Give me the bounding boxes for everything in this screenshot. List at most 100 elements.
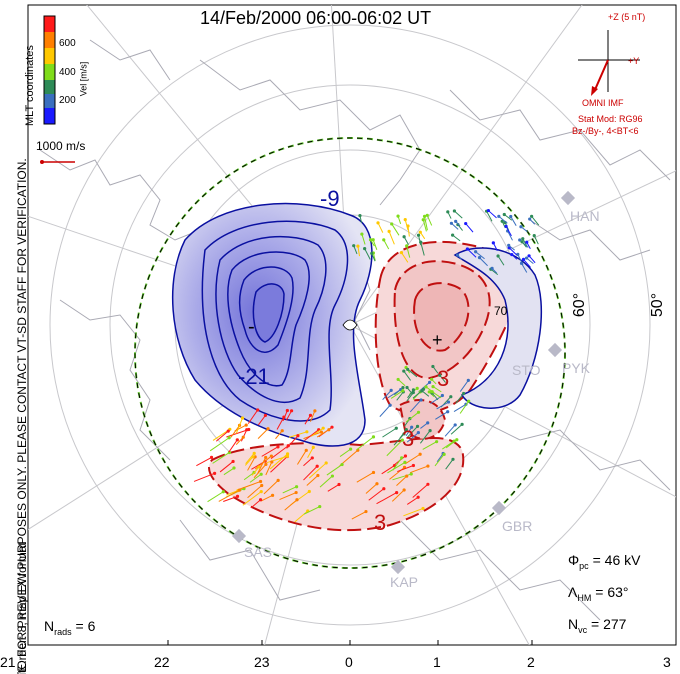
vector-origin (496, 254, 500, 258)
vector-origin (349, 447, 353, 451)
velocity-vector (407, 225, 410, 237)
mlt-axis-ticks (27, 640, 677, 645)
vector-origin (490, 266, 494, 270)
mlt-tick-23: 23 (254, 654, 270, 670)
vector-origin (418, 230, 422, 234)
vector-origin (415, 386, 419, 390)
vector-origin (270, 493, 275, 497)
vector-origin (358, 214, 362, 218)
velocity-vector (361, 233, 366, 245)
vector-origin (516, 252, 520, 256)
vector-origin (435, 440, 439, 444)
velocity-vector (508, 247, 518, 256)
vector-origin (426, 464, 430, 468)
vector-origin (428, 429, 432, 433)
vector-origin (453, 423, 457, 427)
velocity-vector (424, 216, 428, 231)
velocity-vector (510, 216, 517, 226)
min-marker: - (248, 316, 255, 338)
vector-origin (527, 254, 531, 258)
vector-origin (259, 472, 263, 476)
vector-origin (226, 429, 230, 433)
vector-origin (460, 422, 464, 426)
vector-origin (403, 454, 408, 458)
vector-origin (396, 377, 400, 382)
velocity-vector (505, 226, 512, 237)
stat-condition: Bz-/By-, 4<BT<6 (572, 126, 639, 136)
velocity-vector (309, 410, 316, 422)
n-vc-value: 277 (603, 616, 627, 632)
contour-label-neg9: -9 (320, 186, 340, 211)
velocity-vector (294, 510, 309, 523)
vector-origin (509, 214, 513, 219)
velocity-vector (364, 248, 371, 260)
n-vc-stat: Nvc = 277 (568, 616, 627, 635)
velocity-vector (365, 483, 378, 494)
vector-scale-label: 1000 m/s (36, 139, 86, 153)
vector-origin (405, 385, 409, 390)
velocity-vector (475, 251, 485, 260)
velocity-vector (235, 417, 243, 434)
vector-origin (294, 485, 299, 489)
n-rads-stat: Nrads = 6 (44, 618, 96, 637)
velocity-vector (253, 464, 267, 479)
velocity-vector (403, 370, 412, 381)
vector-origin (376, 221, 380, 225)
vector-origin (474, 250, 478, 254)
velocity-vector (465, 223, 474, 233)
velocity-vector (497, 255, 505, 266)
vector-origin (285, 454, 289, 458)
velocity-vector (303, 506, 320, 515)
velocity-vector (251, 466, 260, 476)
vector-origin (318, 504, 322, 509)
velocity-vector (212, 452, 230, 464)
velocity-vector (307, 447, 314, 459)
velocity-vector (269, 453, 288, 470)
vector-origin (260, 483, 264, 488)
station-markers (231, 190, 576, 575)
velocity-vector (391, 223, 400, 236)
vector-origin (304, 448, 308, 452)
velocity-vector (218, 489, 240, 502)
velocity-vector (228, 439, 238, 453)
velocity-vector (193, 472, 215, 482)
velocity-vector (396, 475, 408, 487)
velocity-vector (243, 472, 255, 481)
vector-origin (382, 487, 386, 491)
fit-order-label: FitOrder: 8, mapEX format (15, 542, 29, 674)
velocity-vector (261, 446, 279, 457)
vector-origin (401, 389, 405, 393)
velocity-vector (351, 511, 367, 520)
lambda-hm-stat: ΛHM = 63° (568, 584, 629, 603)
mlt-tick-1: 1 (433, 654, 441, 670)
velocity-vector (418, 381, 430, 393)
velocity-vector (279, 492, 297, 501)
vector-origin (416, 431, 420, 435)
vector-origin (375, 482, 379, 486)
colorbar-title: Vel [m/s] (78, 61, 89, 97)
vector-origin (419, 398, 423, 402)
contour-label-neg21: -21 (238, 364, 270, 389)
vector-origin (422, 214, 427, 218)
station-han: HAN (570, 208, 600, 224)
velocity-vector (247, 456, 256, 471)
velocity-vector (409, 399, 422, 413)
velocity-vector (306, 475, 319, 486)
vector-origin (330, 474, 335, 478)
velocity-vector (257, 457, 267, 474)
velocity-vector (453, 403, 467, 413)
mlt-tick-3: 3 (663, 654, 671, 670)
max-marker: + (432, 330, 443, 350)
vector-origin (467, 399, 471, 403)
velocity-vector (422, 219, 427, 232)
velocity-vector (284, 499, 298, 511)
velocity-vector (432, 386, 442, 393)
colorbar-tick-400: 400 (59, 67, 76, 78)
vector-origin (256, 408, 260, 412)
velocity-vector (392, 457, 403, 471)
velocity-vector (226, 490, 239, 496)
vector-origin (425, 213, 429, 217)
vector-origin (330, 425, 334, 429)
vector-origin (394, 426, 398, 430)
